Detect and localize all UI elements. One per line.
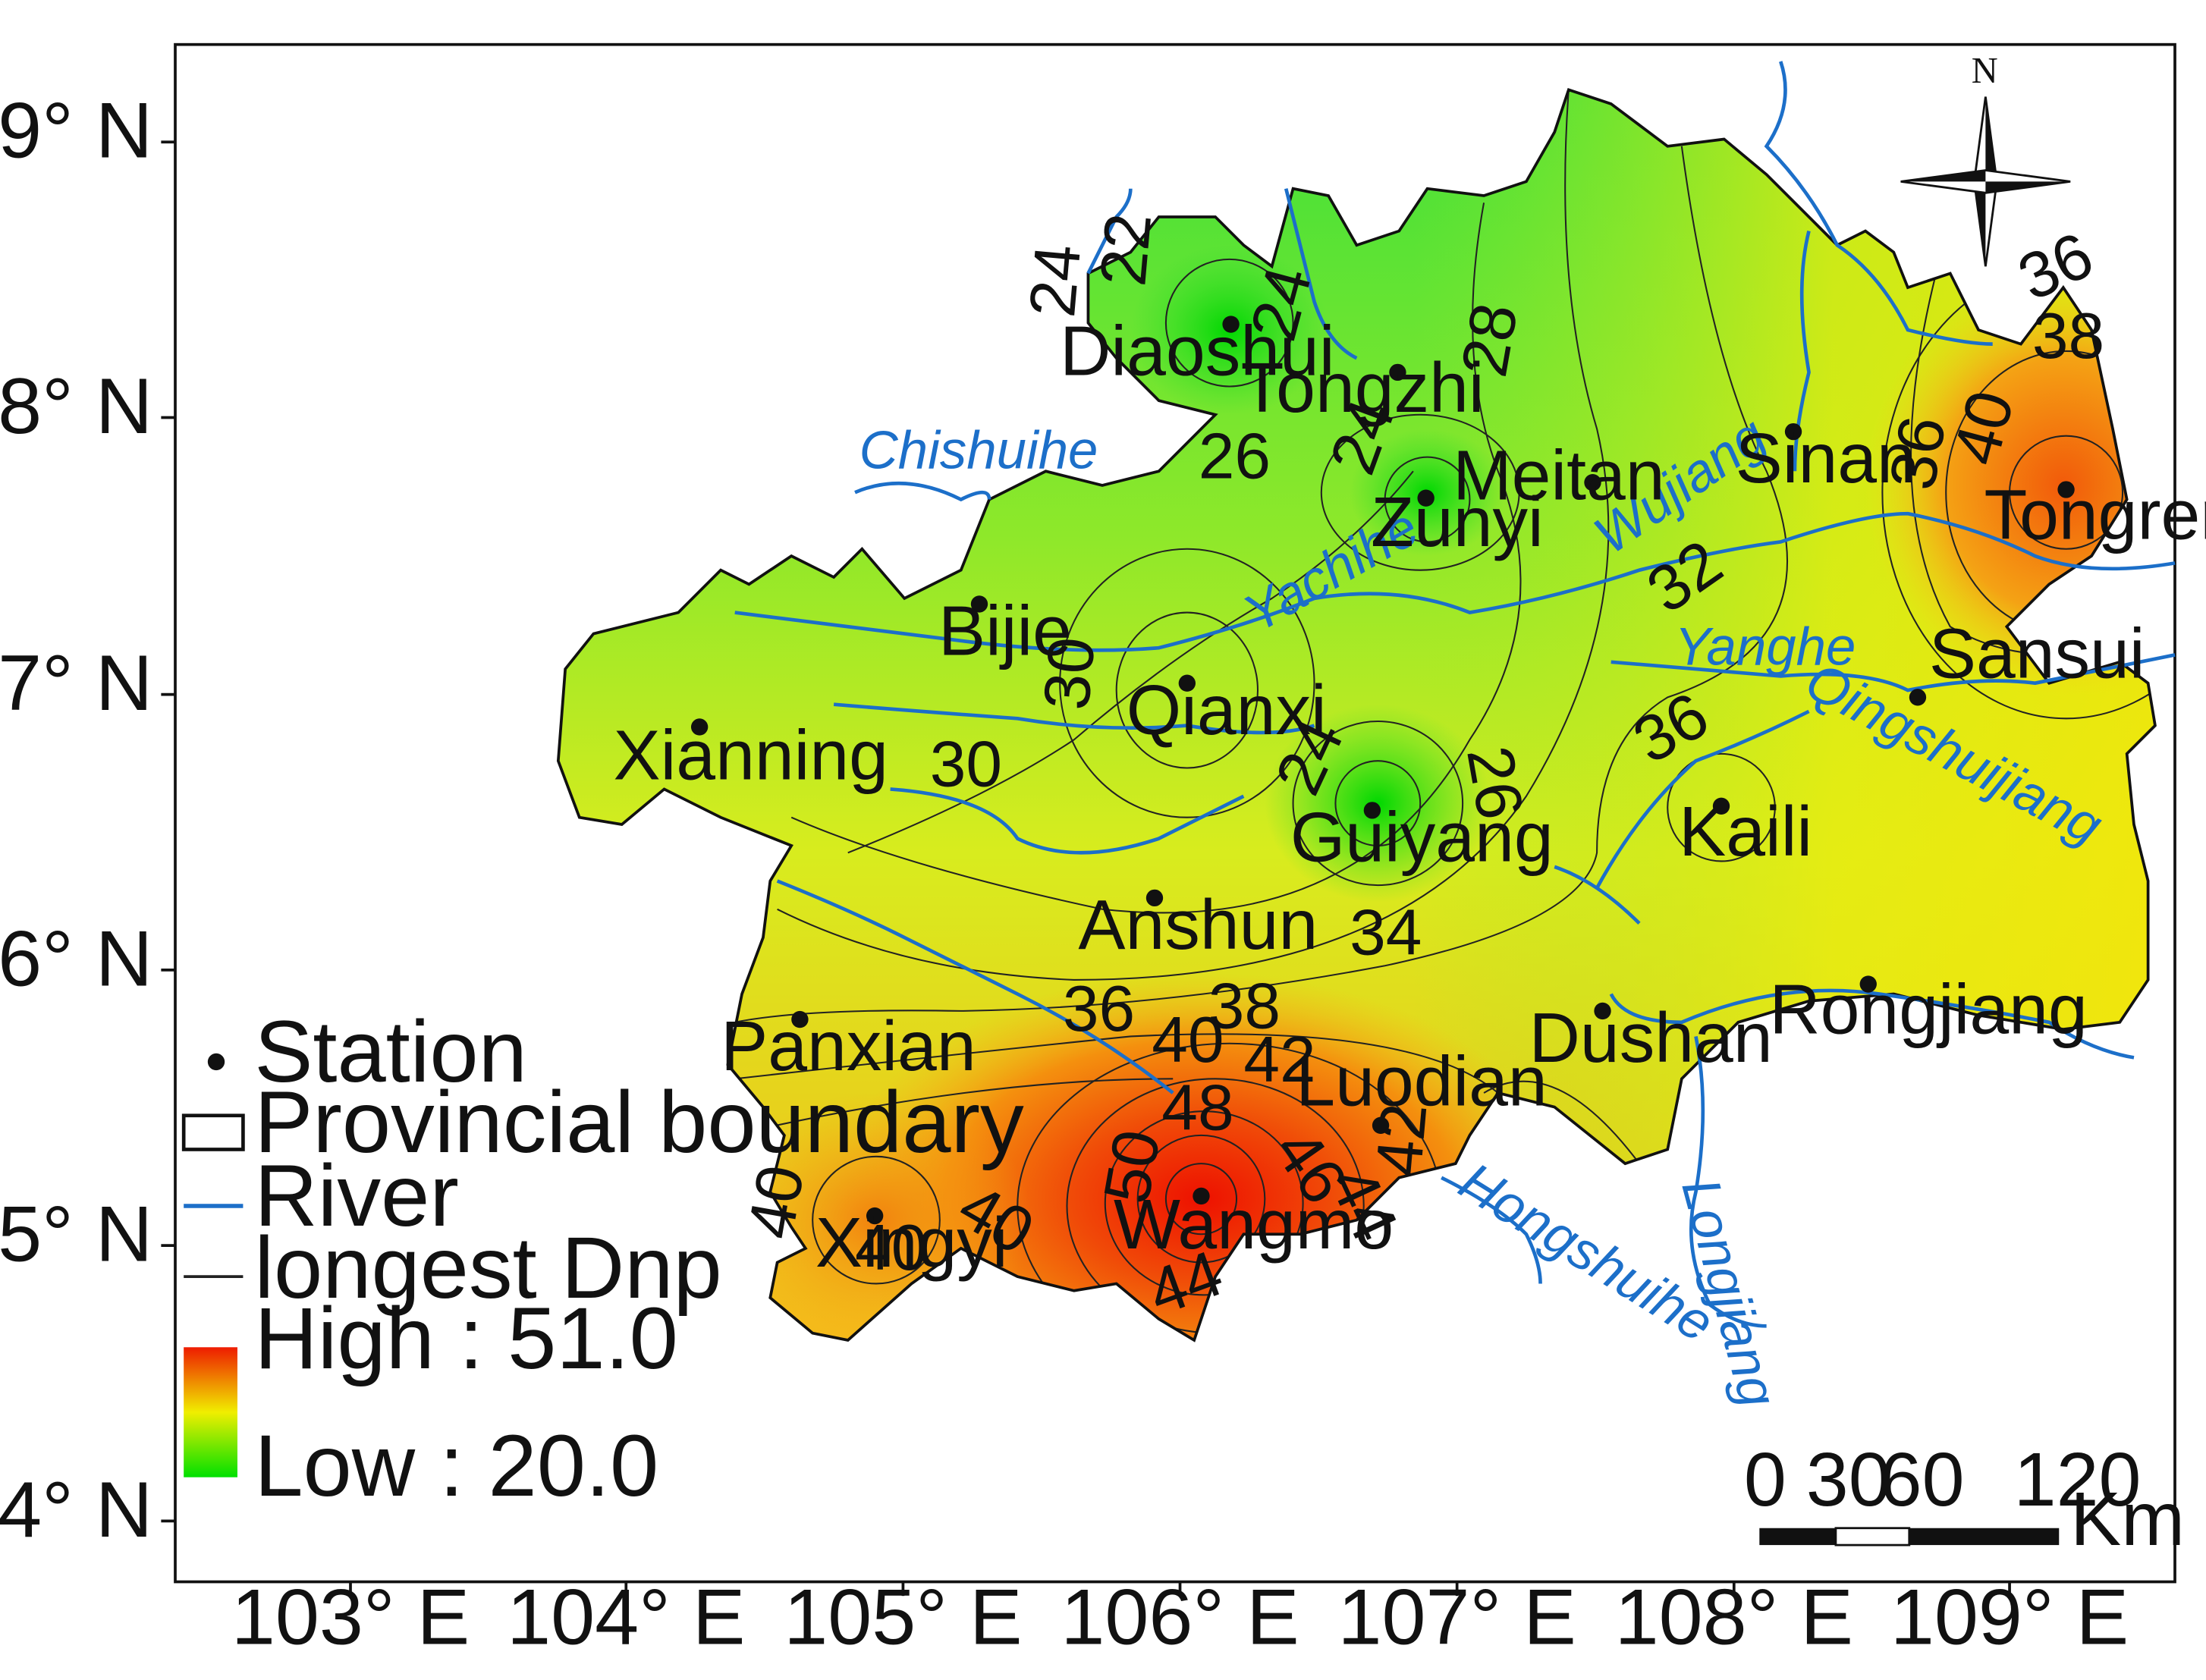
contour-label: 34 xyxy=(1350,896,1422,969)
legend-boundary: Provincial boundary xyxy=(254,1073,1024,1171)
station-label-xianning: Xianning xyxy=(614,715,888,794)
lon-tick-label: 105° E xyxy=(784,1573,1022,1661)
station-label-qianxi: Qianxi xyxy=(1127,670,1327,749)
station-marker-sinan xyxy=(1784,422,1802,441)
river-label-yanghe: Yanghe xyxy=(1675,617,1856,677)
lat-tick-label: 28° N xyxy=(0,363,152,451)
station-label-dushan: Dushan xyxy=(1529,998,1773,1077)
contour-label: 30 xyxy=(930,728,1002,801)
station-label-diaoshui: Diaoshui xyxy=(1060,312,1334,391)
station-label-anshun: Anshun xyxy=(1078,885,1318,964)
scale-tick: 60 xyxy=(1880,1437,1965,1522)
station-label-zunyi: Zunyi xyxy=(1371,482,1544,561)
station-label-guiyang: Guiyang xyxy=(1290,797,1554,876)
contour-label: 30 xyxy=(1030,634,1109,712)
legend-contour: longest Dnp xyxy=(254,1219,721,1317)
station-marker-anshun xyxy=(1145,889,1164,907)
contour-label: 38 xyxy=(1208,969,1281,1042)
lon-tick-label: 107° E xyxy=(1337,1573,1576,1661)
legend-low: Low : 20.0 xyxy=(254,1417,658,1515)
contour-label: 26 xyxy=(1453,741,1537,825)
scale-unit: Km xyxy=(2070,1477,2185,1562)
lat-tick-label: 26° N xyxy=(0,915,152,1003)
river-label-hongshuihe: Hongshuihe xyxy=(1449,1151,1724,1354)
scale-tick: 30 xyxy=(1806,1437,1891,1522)
contour-label: 36 xyxy=(1063,972,1135,1045)
north-arrow-icon: N xyxy=(1900,51,2071,267)
station-marker-sansui xyxy=(1909,689,1927,706)
station-marker-panxian xyxy=(791,1010,809,1028)
station-marker-kaili xyxy=(1712,797,1730,815)
river-label-chishuihe: Chishuihe xyxy=(859,421,1098,481)
contour-label: 40 xyxy=(1152,1003,1224,1076)
contour-label: 40 xyxy=(734,1160,818,1244)
station-marker-tongren xyxy=(2057,481,2075,498)
contour-label: 24 xyxy=(1016,241,1095,319)
lon-tick-label: 108° E xyxy=(1615,1573,1853,1661)
station-marker-qianxi xyxy=(1178,674,1196,692)
contour-label: 42 xyxy=(1243,1023,1315,1096)
lat-tick-label: 27° N xyxy=(0,639,152,727)
lon-tick-label: 109° E xyxy=(1890,1573,2129,1661)
station-marker-guiyang xyxy=(1363,802,1381,819)
station-label-sansui: Sansui xyxy=(1929,614,2145,692)
lon-tick-label: 106° E xyxy=(1061,1573,1299,1661)
station-marker-tongzhi xyxy=(1389,363,1406,382)
station-label-rongjiang: Rongjiang xyxy=(1769,970,2087,1049)
lon-tick-label: 103° E xyxy=(231,1573,470,1661)
legend-high: High : 51.0 xyxy=(254,1289,678,1387)
color-ramp xyxy=(184,1347,237,1477)
contour-label: 26 xyxy=(1199,420,1271,493)
station-marker-bijie xyxy=(970,595,988,613)
legend-station: Station xyxy=(254,1003,527,1101)
contour-label: 36 xyxy=(1876,411,1960,495)
scale-tick: 120 xyxy=(2014,1437,2142,1522)
station-label-xingyi: Xingyi xyxy=(815,1203,1008,1282)
contour-label: 42 xyxy=(1362,1101,1441,1179)
river-lines xyxy=(734,61,2176,1328)
scale-bar: 0 30 60 120 Km xyxy=(1744,1437,2185,1562)
station-marker-dushan xyxy=(1594,1002,1611,1020)
station-label-tongren: Tongren xyxy=(1984,476,2206,554)
station-marker-xingyi xyxy=(866,1207,884,1225)
station-marker-meitan xyxy=(1584,474,1601,491)
north-label: N xyxy=(1972,51,1998,91)
lat-tick-label: 29° N xyxy=(0,87,152,175)
axes: 29° N 28° N 27° N 26° N 25° N 24° N 103° E 104°… xyxy=(0,87,2129,1662)
legend-river: River xyxy=(254,1147,459,1245)
contour-label: 28 xyxy=(1447,298,1532,382)
lon-tick-label: 104° E xyxy=(507,1573,745,1661)
station-label-tongzhi: Tongzhi xyxy=(1241,348,1485,427)
contour-label: 40 xyxy=(1939,384,2028,473)
station-label-panxian: Panxian xyxy=(721,1006,976,1085)
station-label-wangmo: Wangmo xyxy=(1114,1185,1394,1264)
contour-label: 48 xyxy=(1161,1071,1233,1144)
station-label-sinan: Sinan xyxy=(1736,419,1916,498)
contour-label: 50 xyxy=(1090,1125,1174,1209)
station-marker-luodian xyxy=(1372,1116,1390,1134)
station-label-kaili: Kaili xyxy=(1679,792,1812,871)
scale-tick: 0 xyxy=(1744,1437,1786,1522)
station-label-meitan: Meitan xyxy=(1453,436,1665,515)
station-marker-zunyi xyxy=(1417,489,1435,507)
lat-tick-label: 24° N xyxy=(0,1466,152,1554)
station-marker-diaoshui xyxy=(1222,316,1240,333)
station-label-luodian: Luodian xyxy=(1296,1042,1547,1121)
lat-tick-label: 25° N xyxy=(0,1191,152,1279)
contour-label: 38 xyxy=(2032,300,2104,372)
contour-label: 22 xyxy=(1086,210,1165,288)
map-frame xyxy=(174,42,2176,1584)
station-marker-xianning xyxy=(690,718,709,736)
station-marker-wangmo xyxy=(1193,1187,1210,1205)
boundary-legend-swatch xyxy=(181,1113,245,1151)
contour-label: 40 xyxy=(855,1211,927,1284)
station-legend-marker xyxy=(207,1053,225,1071)
legend: Station Provincial boundary River longes… xyxy=(181,1003,1024,1515)
contour-label: 24 xyxy=(1237,259,1325,348)
station-label-bijie: Bijie xyxy=(938,591,1072,670)
station-marker-rongjiang xyxy=(1859,975,1877,993)
